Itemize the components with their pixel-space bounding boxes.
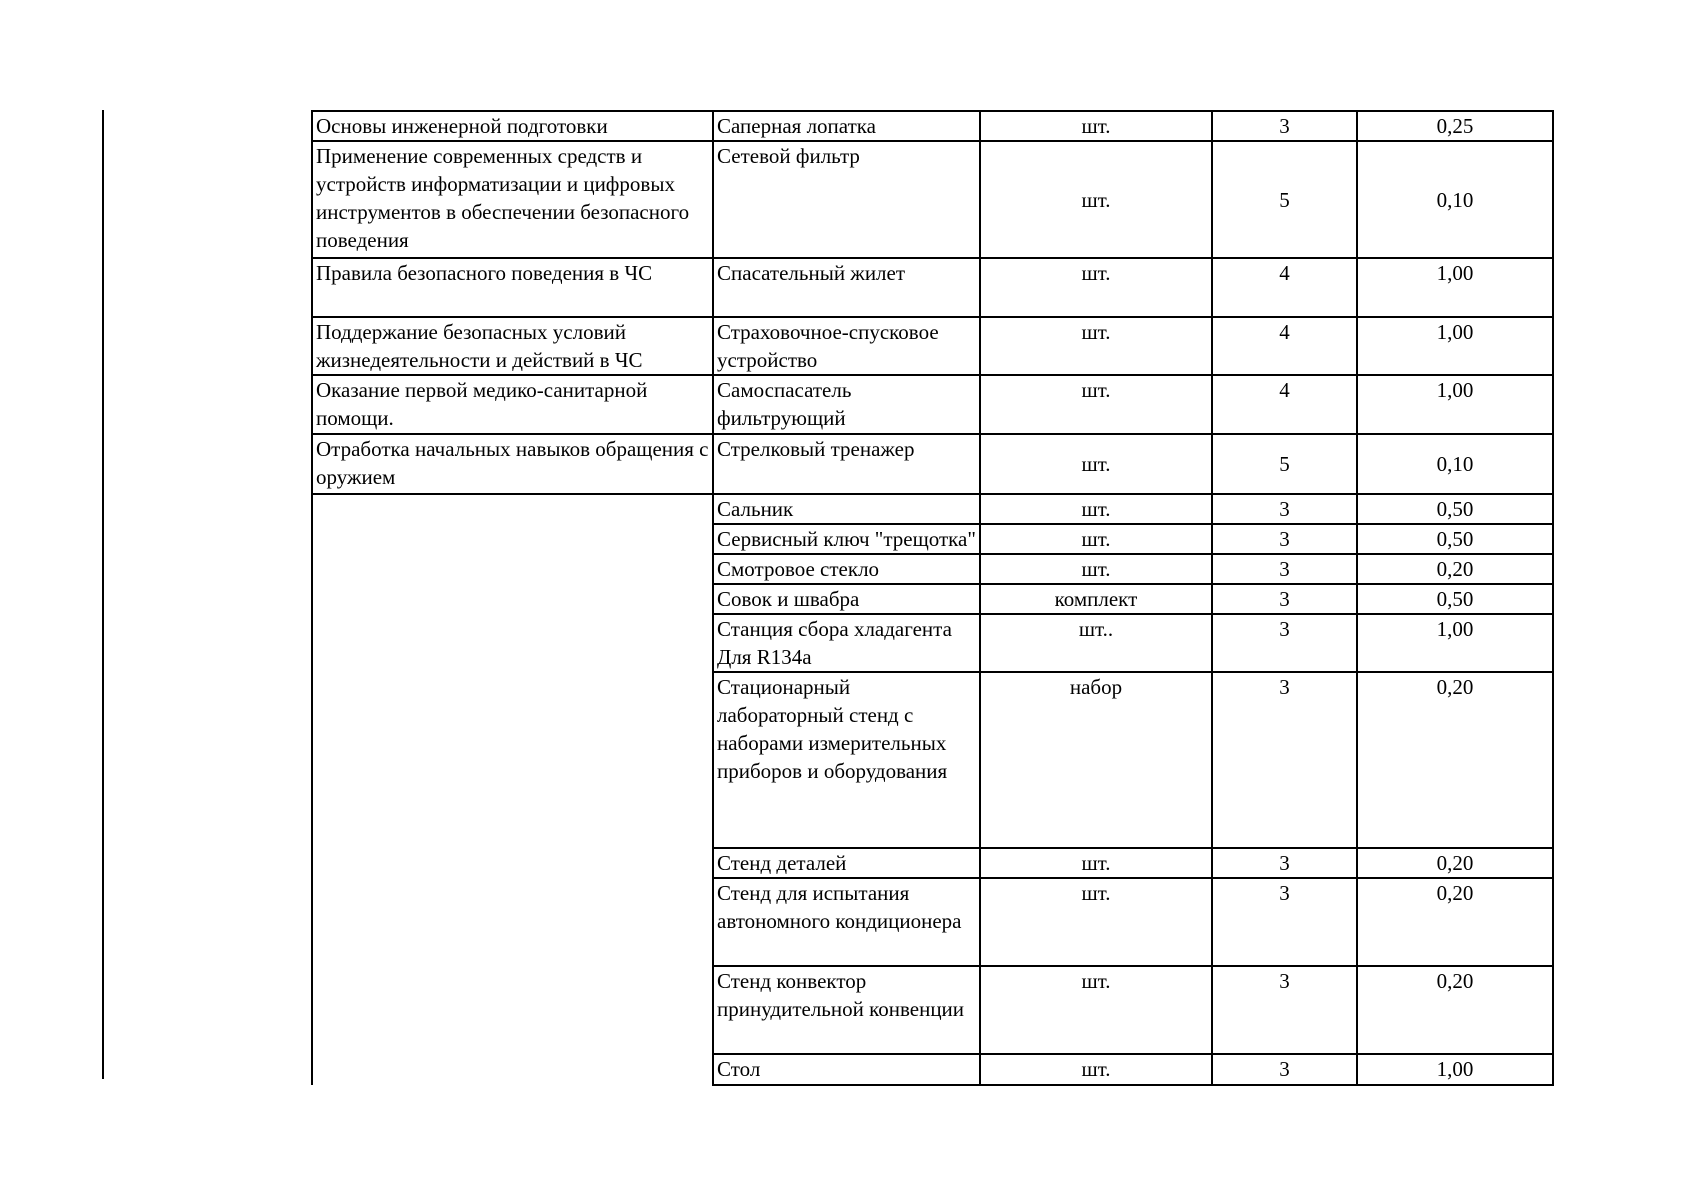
item-cell: Страховочное-спусковое устройство	[712, 316, 981, 376]
table-row: Стационарный лабораторный стенд с набора…	[312, 671, 1554, 849]
item-cell: Совок и швабра	[712, 583, 981, 615]
equipment-table: Основы инженерной подготовки Саперная лоп…	[311, 110, 1554, 1086]
table-row: Стенд конвектор принудительной конвенции…	[312, 965, 1554, 1055]
quantity-cell: 3	[1210, 847, 1358, 879]
table-row: Совок и швабра комплект 3 0,50	[312, 583, 1554, 615]
topic-cell	[311, 493, 714, 1085]
unit-cell: шт.	[978, 965, 1213, 1055]
item-cell: Смотровое стекло	[712, 553, 981, 585]
quantity-cell: 4	[1210, 257, 1358, 318]
value-cell: 0,50	[1355, 523, 1554, 555]
table-row: Правила безопасного поведения в ЧС Спасат…	[311, 257, 1554, 318]
item-cell: Саперная лопатка	[712, 110, 981, 142]
value-cell: 0,20	[1355, 877, 1554, 967]
item-cell: Станция сбора хладагента Для R134a	[712, 613, 981, 673]
table-row: Стенд для испытания автономного кондицио…	[312, 877, 1554, 967]
value-cell: 0,20	[1355, 671, 1554, 849]
item-cell: Сальник	[712, 493, 981, 525]
unit-cell: шт.	[978, 553, 1213, 585]
unit-cell: набор	[978, 671, 1213, 849]
item-cell: Стенд деталей	[712, 847, 981, 879]
item-cell: Сетевой фильтр	[712, 140, 981, 259]
unit-cell: шт.	[978, 374, 1213, 435]
page-margin-line	[102, 110, 104, 1079]
item-cell: Сервисный ключ "трещотка"	[712, 523, 981, 555]
quantity-cell: 3	[1210, 877, 1358, 967]
table-row: Смотровое стекло шт. 3 0,20	[312, 553, 1554, 585]
unit-cell: шт.	[978, 110, 1213, 142]
table-row: Стенд деталей шт. 3 0,20	[312, 847, 1554, 879]
quantity-cell: 3	[1210, 613, 1358, 673]
value-cell: 0,25	[1355, 110, 1554, 142]
topic-cell: Отработка начальных навыков обращения с …	[311, 433, 714, 495]
unit-cell: шт.	[978, 523, 1213, 555]
topic-cell: Основы инженерной подготовки	[311, 110, 714, 142]
item-cell: Стенд конвектор принудительной конвенции	[712, 965, 981, 1055]
quantity-cell: 3	[1210, 583, 1358, 615]
quantity-cell: 5	[1210, 433, 1358, 495]
value-cell: 0,10	[1355, 140, 1554, 259]
quantity-cell: 4	[1210, 316, 1358, 376]
quantity-cell: 3	[1210, 965, 1358, 1055]
quantity-cell: 3	[1210, 110, 1358, 142]
unit-cell: шт.	[978, 140, 1213, 259]
table-row: Стол шт. 3 1,00	[312, 1053, 1554, 1086]
item-cell: Стенд для испытания автономного кондицио…	[712, 877, 981, 967]
topic-cell: Правила безопасного поведения в ЧС	[311, 257, 714, 318]
quantity-cell: 3	[1210, 493, 1358, 525]
value-cell: 0,20	[1355, 847, 1554, 879]
unit-cell: комплект	[978, 583, 1213, 615]
table-row: Станция сбора хладагента Для R134a шт.. 3 1…	[312, 613, 1554, 673]
item-cell: Стрелковый тренажер	[712, 433, 981, 495]
value-cell: 0,10	[1355, 433, 1554, 495]
value-cell: 1,00	[1355, 613, 1554, 673]
value-cell: 1,00	[1355, 257, 1554, 318]
unit-cell: шт.	[978, 847, 1213, 879]
table-row: Оказание первой медико-санитарной помощи…	[311, 374, 1554, 435]
quantity-cell: 3	[1210, 1053, 1358, 1086]
value-cell: 0,20	[1355, 965, 1554, 1055]
table-row: Применение современных средств и устройс…	[311, 140, 1554, 259]
unit-cell: шт.	[978, 257, 1213, 318]
topic-cell: Оказание первой медико-санитарной помощи…	[311, 374, 714, 435]
quantity-cell: 3	[1210, 523, 1358, 555]
value-cell: 0,20	[1355, 553, 1554, 585]
value-cell: 0,50	[1355, 493, 1554, 525]
topic-cell: Применение современных средств и устройс…	[311, 140, 714, 259]
quantity-cell: 5	[1210, 140, 1358, 259]
unit-cell: шт.	[978, 316, 1213, 376]
unit-cell: шт.	[978, 1053, 1213, 1086]
item-cell: Самоспасатель фильтрующий	[712, 374, 981, 435]
value-cell: 1,00	[1355, 1053, 1554, 1086]
quantity-cell: 3	[1210, 553, 1358, 585]
unit-cell: шт..	[978, 613, 1213, 673]
unit-cell: шт.	[978, 433, 1213, 495]
value-cell: 1,00	[1355, 374, 1554, 435]
quantity-cell: 3	[1210, 671, 1358, 849]
quantity-cell: 4	[1210, 374, 1358, 435]
item-cell: Стол	[712, 1053, 981, 1086]
topic-cell: Поддержание безопасных условий жизнедеят…	[311, 316, 714, 376]
value-cell: 1,00	[1355, 316, 1554, 376]
table-row: Сальник шт. 3 0,50	[311, 493, 1554, 1085]
item-cell: Стационарный лабораторный стенд с набора…	[712, 671, 981, 849]
table-row: Поддержание безопасных условий жизнедеят…	[311, 316, 1554, 376]
table-row: Сервисный ключ "трещотка" шт. 3 0,50	[312, 523, 1554, 555]
value-cell: 0,50	[1355, 583, 1554, 615]
table-row: Отработка начальных навыков обращения с …	[311, 433, 1554, 495]
unit-cell: шт.	[978, 877, 1213, 967]
unit-cell: шт.	[978, 493, 1213, 525]
item-cell: Спасательный жилет	[712, 257, 981, 318]
table-row: Основы инженерной подготовки Саперная лоп…	[311, 110, 1554, 142]
